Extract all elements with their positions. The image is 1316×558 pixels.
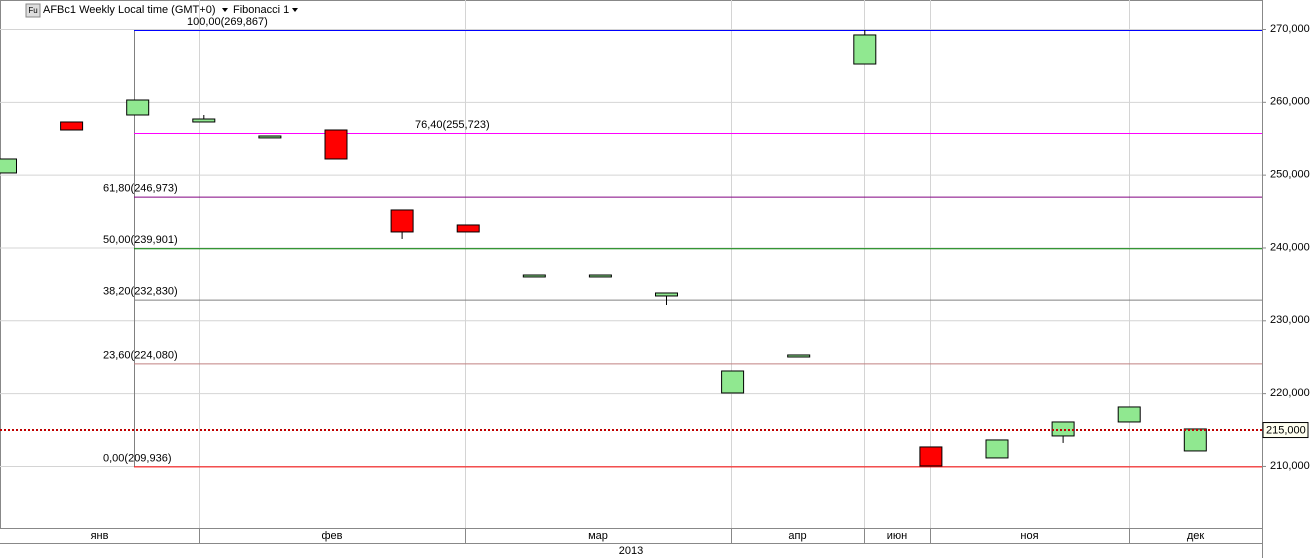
candle-body — [522, 274, 546, 278]
y-tick-label: 210,000 — [1270, 460, 1310, 472]
month-label: янв — [91, 530, 109, 542]
candle-body — [721, 370, 745, 394]
icon-label: Fu — [28, 6, 37, 15]
y-tick-label: 220,000 — [1270, 387, 1310, 399]
fib-label: 100,00(269,867) — [187, 16, 268, 28]
month-label: апр — [788, 530, 806, 542]
dropdown-arrow[interactable] — [222, 8, 228, 12]
chart-title[interactable]: AFBc1 Weekly Local time (GMT+0) — [43, 4, 215, 16]
candle-body — [192, 118, 216, 123]
candle-body — [324, 129, 348, 160]
month-label: мар — [588, 530, 608, 542]
year-label: 2013 — [619, 545, 643, 557]
candle-body — [258, 135, 282, 139]
candle-body — [0, 158, 17, 174]
study-label[interactable]: Fibonacci 1 — [233, 4, 289, 16]
month-label: фев — [321, 530, 342, 542]
icon-box[interactable] — [25, 3, 41, 18]
candle-body — [787, 354, 811, 358]
fib-label: 50,00(239,901) — [103, 234, 178, 246]
fib-label: 0,00(209,936) — [103, 452, 172, 464]
fib-label: 38,20(232,830) — [103, 286, 178, 298]
candle-body — [390, 209, 414, 233]
y-tick-label: 250,000 — [1270, 169, 1310, 181]
candle-body — [919, 446, 943, 467]
y-tick-label: 260,000 — [1270, 96, 1310, 108]
y-tick-label: 270,000 — [1270, 23, 1310, 35]
candle-body — [126, 99, 150, 116]
month-label: ноя — [1020, 530, 1038, 542]
y-tick-label: 240,000 — [1270, 241, 1310, 253]
fib-label: 23,60(224,080) — [103, 349, 178, 361]
current-price-box — [1262, 422, 1309, 439]
month-label: июн — [887, 530, 907, 542]
candle-body — [853, 34, 877, 65]
current-price-label: 215,000 — [1266, 424, 1306, 436]
candle-body — [1051, 421, 1075, 437]
candle-body — [1117, 406, 1141, 423]
fib-label: 61,80(246,973) — [103, 183, 178, 195]
dropdown-arrow[interactable] — [292, 8, 298, 12]
candle-body — [456, 224, 480, 233]
candle-body — [655, 292, 678, 297]
candle-body — [588, 274, 612, 278]
month-label: дек — [1187, 530, 1205, 542]
candle-body — [1183, 428, 1207, 452]
candle-body — [985, 439, 1009, 459]
fib-label: 76,40(255,723) — [415, 119, 490, 131]
candle-body — [60, 121, 84, 131]
y-tick-label: 230,000 — [1270, 314, 1310, 326]
